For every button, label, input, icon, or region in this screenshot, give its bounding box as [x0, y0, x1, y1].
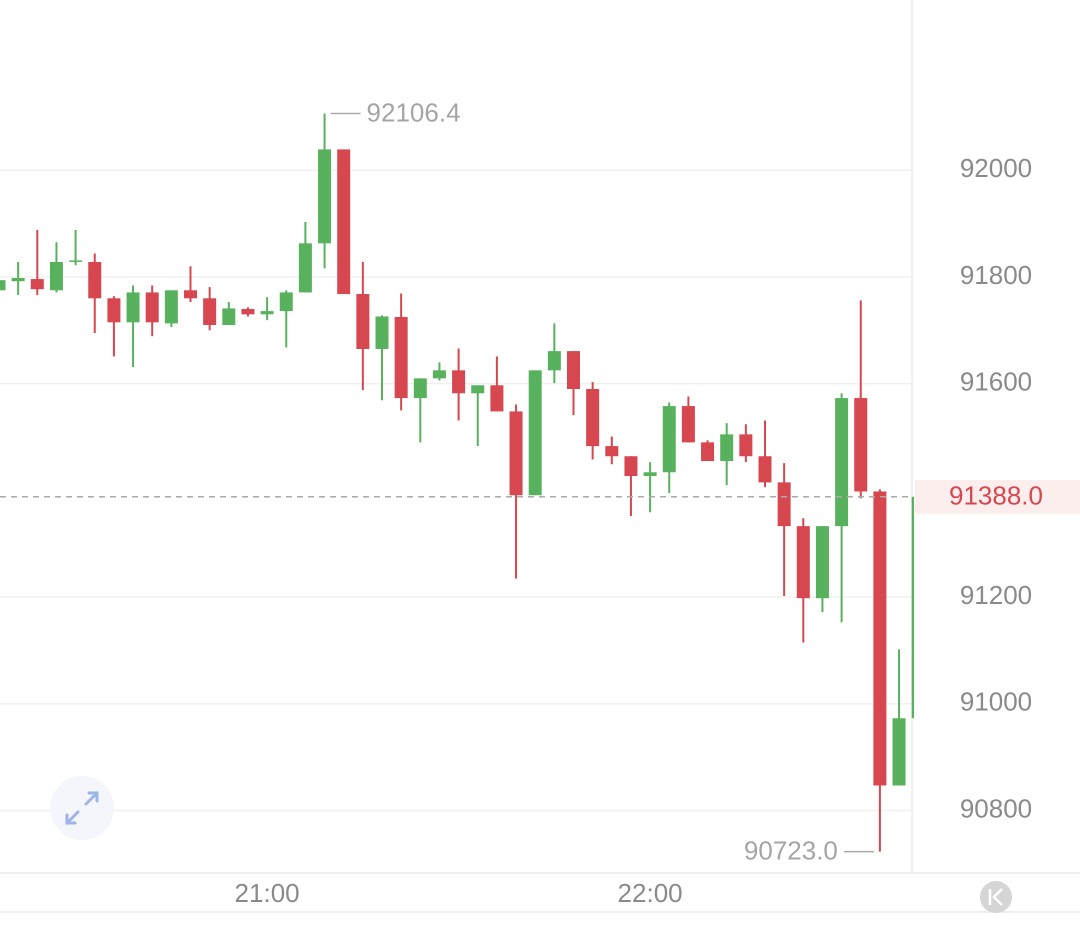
- last-price-box: [915, 479, 1080, 514]
- candle-body: [701, 442, 715, 462]
- marker-label: 90723.0: [744, 836, 838, 866]
- y-tick-label: 91800: [960, 260, 1032, 290]
- candle-body: [356, 294, 370, 349]
- candle-body: [375, 316, 389, 349]
- candle-body: [796, 526, 810, 599]
- candle-body: [547, 351, 561, 371]
- candle-body: [509, 411, 523, 496]
- expand-icon[interactable]: [50, 776, 114, 840]
- candle-body: [471, 385, 485, 394]
- candle-body: [337, 149, 351, 295]
- candle-body: [11, 278, 25, 282]
- overlay: 91388.0 92106.4 90723.0: [0, 97, 1080, 866]
- y-tick-label: 90800: [960, 793, 1032, 823]
- candle-body: [681, 406, 695, 443]
- candle-body: [49, 262, 63, 291]
- candle-body: [88, 262, 102, 299]
- candle-body: [528, 370, 542, 496]
- candle-body: [184, 290, 197, 299]
- y-tick-label: 92000: [960, 153, 1032, 183]
- candle-body: [432, 370, 446, 379]
- candle-body: [394, 316, 408, 399]
- candle-body: [624, 456, 638, 476]
- candle-body: [911, 496, 914, 719]
- candle-body: [452, 370, 466, 394]
- scroll-end-button[interactable]: [980, 881, 1012, 913]
- candle-body: [835, 398, 849, 527]
- candle-body: [758, 456, 772, 483]
- candle-body: [107, 298, 121, 323]
- candle-body: [892, 718, 906, 786]
- candle-body: [643, 472, 657, 476]
- y-tick-label: 91200: [960, 580, 1032, 610]
- candle-body: [260, 311, 274, 315]
- candle-body: [605, 446, 619, 457]
- candle-body: [69, 260, 83, 262]
- candle-body: [145, 292, 159, 323]
- marker-label: 92106.4: [367, 97, 461, 127]
- candle-body: [0, 280, 6, 291]
- y-tick-label: 91600: [960, 367, 1032, 397]
- candle-body: [567, 351, 580, 390]
- candle-body: [586, 389, 600, 447]
- candle-body: [854, 398, 868, 492]
- candle-body: [815, 526, 829, 599]
- grid: 90800 91000 91200 91600 91800 92000 21:00 22:00: [0, 153, 1032, 908]
- x-tick-label: 22:00: [618, 878, 683, 908]
- candle-body: [126, 292, 140, 323]
- candle-body: [739, 434, 753, 457]
- candle-body: [30, 279, 44, 290]
- candle-body: [413, 378, 427, 399]
- candle-body: [720, 434, 734, 462]
- candle-body: [873, 491, 887, 786]
- last-price-label: 91388.0: [949, 481, 1043, 511]
- candle-body: [222, 308, 236, 325]
- candle-body: [490, 385, 504, 412]
- candle-body: [298, 243, 312, 293]
- candle-body: [164, 290, 178, 324]
- x-tick-label: 21:00: [235, 878, 300, 908]
- candle-body: [203, 298, 217, 325]
- candle-body: [318, 149, 332, 244]
- y-tick-label: 91000: [960, 687, 1032, 717]
- candle-body: [279, 292, 293, 312]
- candle-body: [662, 406, 676, 473]
- candles: [0, 113, 914, 852]
- candle-body: [777, 482, 791, 527]
- candle-body: [241, 308, 255, 315]
